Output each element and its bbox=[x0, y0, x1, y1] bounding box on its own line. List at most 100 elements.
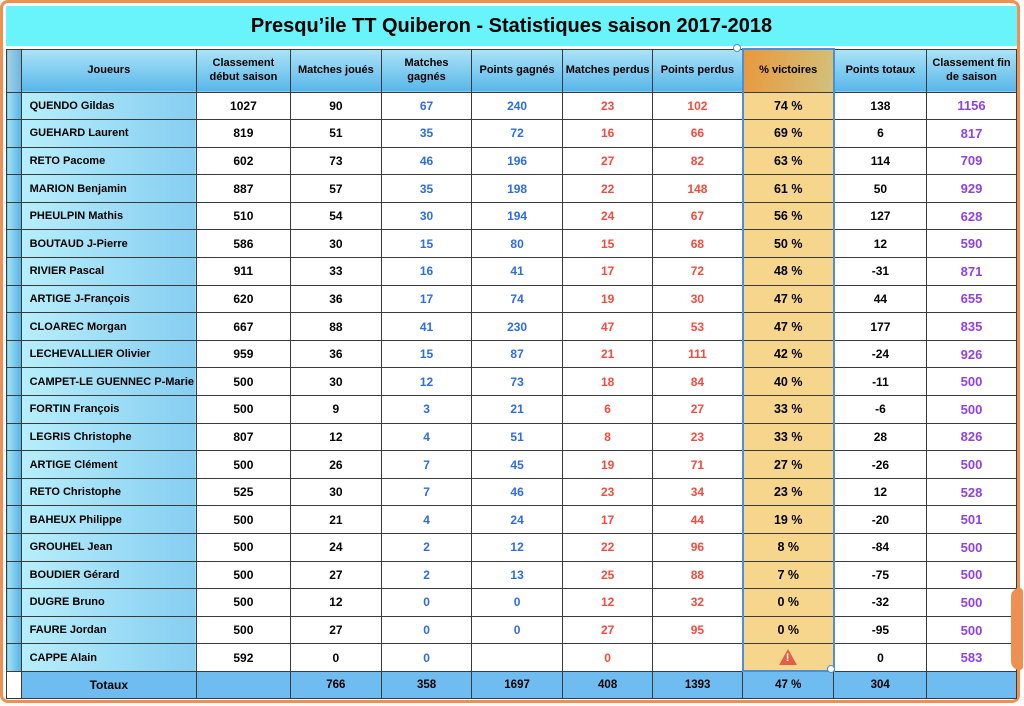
cell-mj[interactable]: 57 bbox=[289, 174, 382, 203]
cell-start[interactable]: 500 bbox=[196, 450, 291, 479]
player-name-cell[interactable]: CLOAREC Morgan bbox=[20, 312, 198, 341]
cell-start[interactable]: 500 bbox=[196, 560, 291, 590]
cell-pct[interactable]: 33 % bbox=[741, 395, 835, 424]
cell-mj[interactable]: 26 bbox=[289, 450, 382, 479]
cell-mp[interactable]: 22 bbox=[562, 174, 654, 203]
cell-pg[interactable]: 240 bbox=[471, 91, 564, 121]
cell-mp[interactable]: 6 bbox=[562, 395, 654, 424]
row-gutter-cell[interactable] bbox=[6, 615, 22, 645]
cell-mg[interactable]: 16 bbox=[380, 257, 473, 286]
cell-pct[interactable] bbox=[741, 643, 835, 673]
cell-pt[interactable]: 0 bbox=[833, 643, 927, 672]
cell-fin[interactable]: 590 bbox=[925, 229, 1018, 259]
cell-mp[interactable]: 47 bbox=[562, 312, 654, 341]
cell-fin[interactable]: 926 bbox=[925, 339, 1018, 369]
cell-mj[interactable]: 33 bbox=[289, 257, 382, 286]
cell-pg[interactable]: 0 bbox=[471, 615, 564, 645]
cell-mp[interactable]: 25 bbox=[562, 560, 654, 590]
cell-mg[interactable]: 0 bbox=[380, 643, 473, 672]
totals-cell-mp[interactable]: 408 bbox=[562, 670, 654, 699]
cell-pct[interactable]: 23 % bbox=[741, 477, 835, 507]
cell-pct[interactable]: 47 % bbox=[741, 312, 835, 341]
player-name-cell[interactable]: BOUTAUD J-Pierre bbox=[20, 229, 198, 259]
cell-pt[interactable]: -32 bbox=[833, 588, 927, 617]
column-header-mg[interactable]: Matches gagnés bbox=[380, 48, 473, 93]
player-name-cell[interactable]: RETO Pacome bbox=[20, 146, 198, 176]
cell-mp[interactable]: 19 bbox=[562, 284, 654, 314]
cell-fin[interactable]: 709 bbox=[925, 146, 1018, 176]
cell-pct[interactable]: 47 % bbox=[741, 284, 835, 314]
cell-fin[interactable]: 583 bbox=[925, 643, 1018, 672]
cell-fin[interactable]: 628 bbox=[925, 201, 1018, 231]
row-gutter-cell[interactable] bbox=[6, 643, 22, 672]
totals-cell-mg[interactable]: 358 bbox=[380, 670, 473, 699]
totals-cell-fin[interactable] bbox=[925, 670, 1018, 699]
cell-pp[interactable] bbox=[652, 643, 744, 672]
cell-pg[interactable]: 72 bbox=[471, 119, 564, 148]
cell-mg[interactable]: 4 bbox=[380, 422, 473, 452]
cell-fin[interactable]: 528 bbox=[925, 477, 1018, 507]
cell-pp[interactable]: 82 bbox=[652, 146, 744, 176]
totals-cell-mj[interactable]: 766 bbox=[289, 670, 382, 699]
cell-pg[interactable]: 80 bbox=[471, 229, 564, 259]
cell-start[interactable]: 500 bbox=[196, 505, 291, 534]
cell-pp[interactable]: 32 bbox=[652, 588, 744, 617]
cell-pp[interactable]: 68 bbox=[652, 229, 744, 259]
cell-pg[interactable]: 196 bbox=[471, 146, 564, 176]
cell-pt[interactable]: -6 bbox=[833, 395, 927, 424]
cell-pp[interactable]: 44 bbox=[652, 505, 744, 534]
cell-pt[interactable]: 177 bbox=[833, 312, 927, 341]
cell-pct[interactable]: 74 % bbox=[741, 91, 835, 121]
player-name-cell[interactable]: CAMPET-LE GUENNEC P-Marie bbox=[20, 367, 198, 397]
column-header-mp[interactable]: Matches perdus bbox=[562, 48, 654, 93]
cell-pp[interactable]: 84 bbox=[652, 367, 744, 397]
row-gutter-cell[interactable] bbox=[6, 91, 22, 121]
cell-mg[interactable]: 7 bbox=[380, 450, 473, 479]
cell-mp[interactable]: 23 bbox=[562, 477, 654, 507]
row-gutter-cell[interactable] bbox=[6, 422, 22, 452]
cell-mj[interactable]: 0 bbox=[289, 643, 382, 672]
cell-pct[interactable]: 27 % bbox=[741, 450, 835, 479]
player-name-cell[interactable]: ARTIGE J-François bbox=[20, 284, 198, 314]
cell-pct[interactable]: 61 % bbox=[741, 174, 835, 203]
cell-fin[interactable]: 500 bbox=[925, 367, 1018, 397]
cell-mj[interactable]: 36 bbox=[289, 339, 382, 369]
cell-mg[interactable]: 41 bbox=[380, 312, 473, 341]
cell-mg[interactable]: 35 bbox=[380, 174, 473, 203]
cell-fin[interactable]: 817 bbox=[925, 119, 1018, 148]
cell-pg[interactable]: 24 bbox=[471, 505, 564, 534]
player-name-cell[interactable]: DUGRE Bruno bbox=[20, 588, 198, 617]
cell-mg[interactable]: 0 bbox=[380, 588, 473, 617]
selection-handle-top[interactable] bbox=[733, 44, 741, 52]
cell-mg[interactable]: 15 bbox=[380, 229, 473, 259]
cell-mp[interactable]: 22 bbox=[562, 533, 654, 562]
cell-pct[interactable]: 69 % bbox=[741, 119, 835, 148]
cell-mp[interactable]: 21 bbox=[562, 339, 654, 369]
cell-mp[interactable]: 27 bbox=[562, 146, 654, 176]
cell-pct[interactable]: 56 % bbox=[741, 201, 835, 231]
row-gutter-cell[interactable] bbox=[6, 367, 22, 397]
row-gutter-cell[interactable] bbox=[6, 174, 22, 203]
player-name-cell[interactable]: MARION Benjamin bbox=[20, 174, 198, 203]
cell-mj[interactable]: 9 bbox=[289, 395, 382, 424]
cell-start[interactable]: 620 bbox=[196, 284, 291, 314]
totals-cell-start[interactable] bbox=[196, 670, 291, 699]
cell-start[interactable]: 592 bbox=[196, 643, 291, 672]
cell-pg[interactable]: 198 bbox=[471, 174, 564, 203]
cell-pt[interactable]: 12 bbox=[833, 477, 927, 507]
cell-fin[interactable]: 929 bbox=[925, 174, 1018, 203]
cell-mg[interactable]: 2 bbox=[380, 533, 473, 562]
cell-pct[interactable]: 33 % bbox=[741, 422, 835, 452]
cell-mg[interactable]: 4 bbox=[380, 505, 473, 534]
cell-fin[interactable]: 500 bbox=[925, 533, 1018, 562]
player-name-cell[interactable]: CAPPE Alain bbox=[20, 643, 198, 672]
totals-label[interactable]: Totaux bbox=[20, 670, 198, 699]
cell-pct[interactable]: 48 % bbox=[741, 257, 835, 286]
cell-mj[interactable]: 24 bbox=[289, 533, 382, 562]
cell-pt[interactable]: -26 bbox=[833, 450, 927, 479]
column-header-pt[interactable]: Points totaux bbox=[833, 48, 927, 93]
cell-pg[interactable]: 87 bbox=[471, 339, 564, 369]
cell-start[interactable]: 525 bbox=[196, 477, 291, 507]
totals-cell-pct[interactable]: 47 % bbox=[742, 670, 835, 699]
cell-pg[interactable]: 194 bbox=[471, 201, 564, 231]
